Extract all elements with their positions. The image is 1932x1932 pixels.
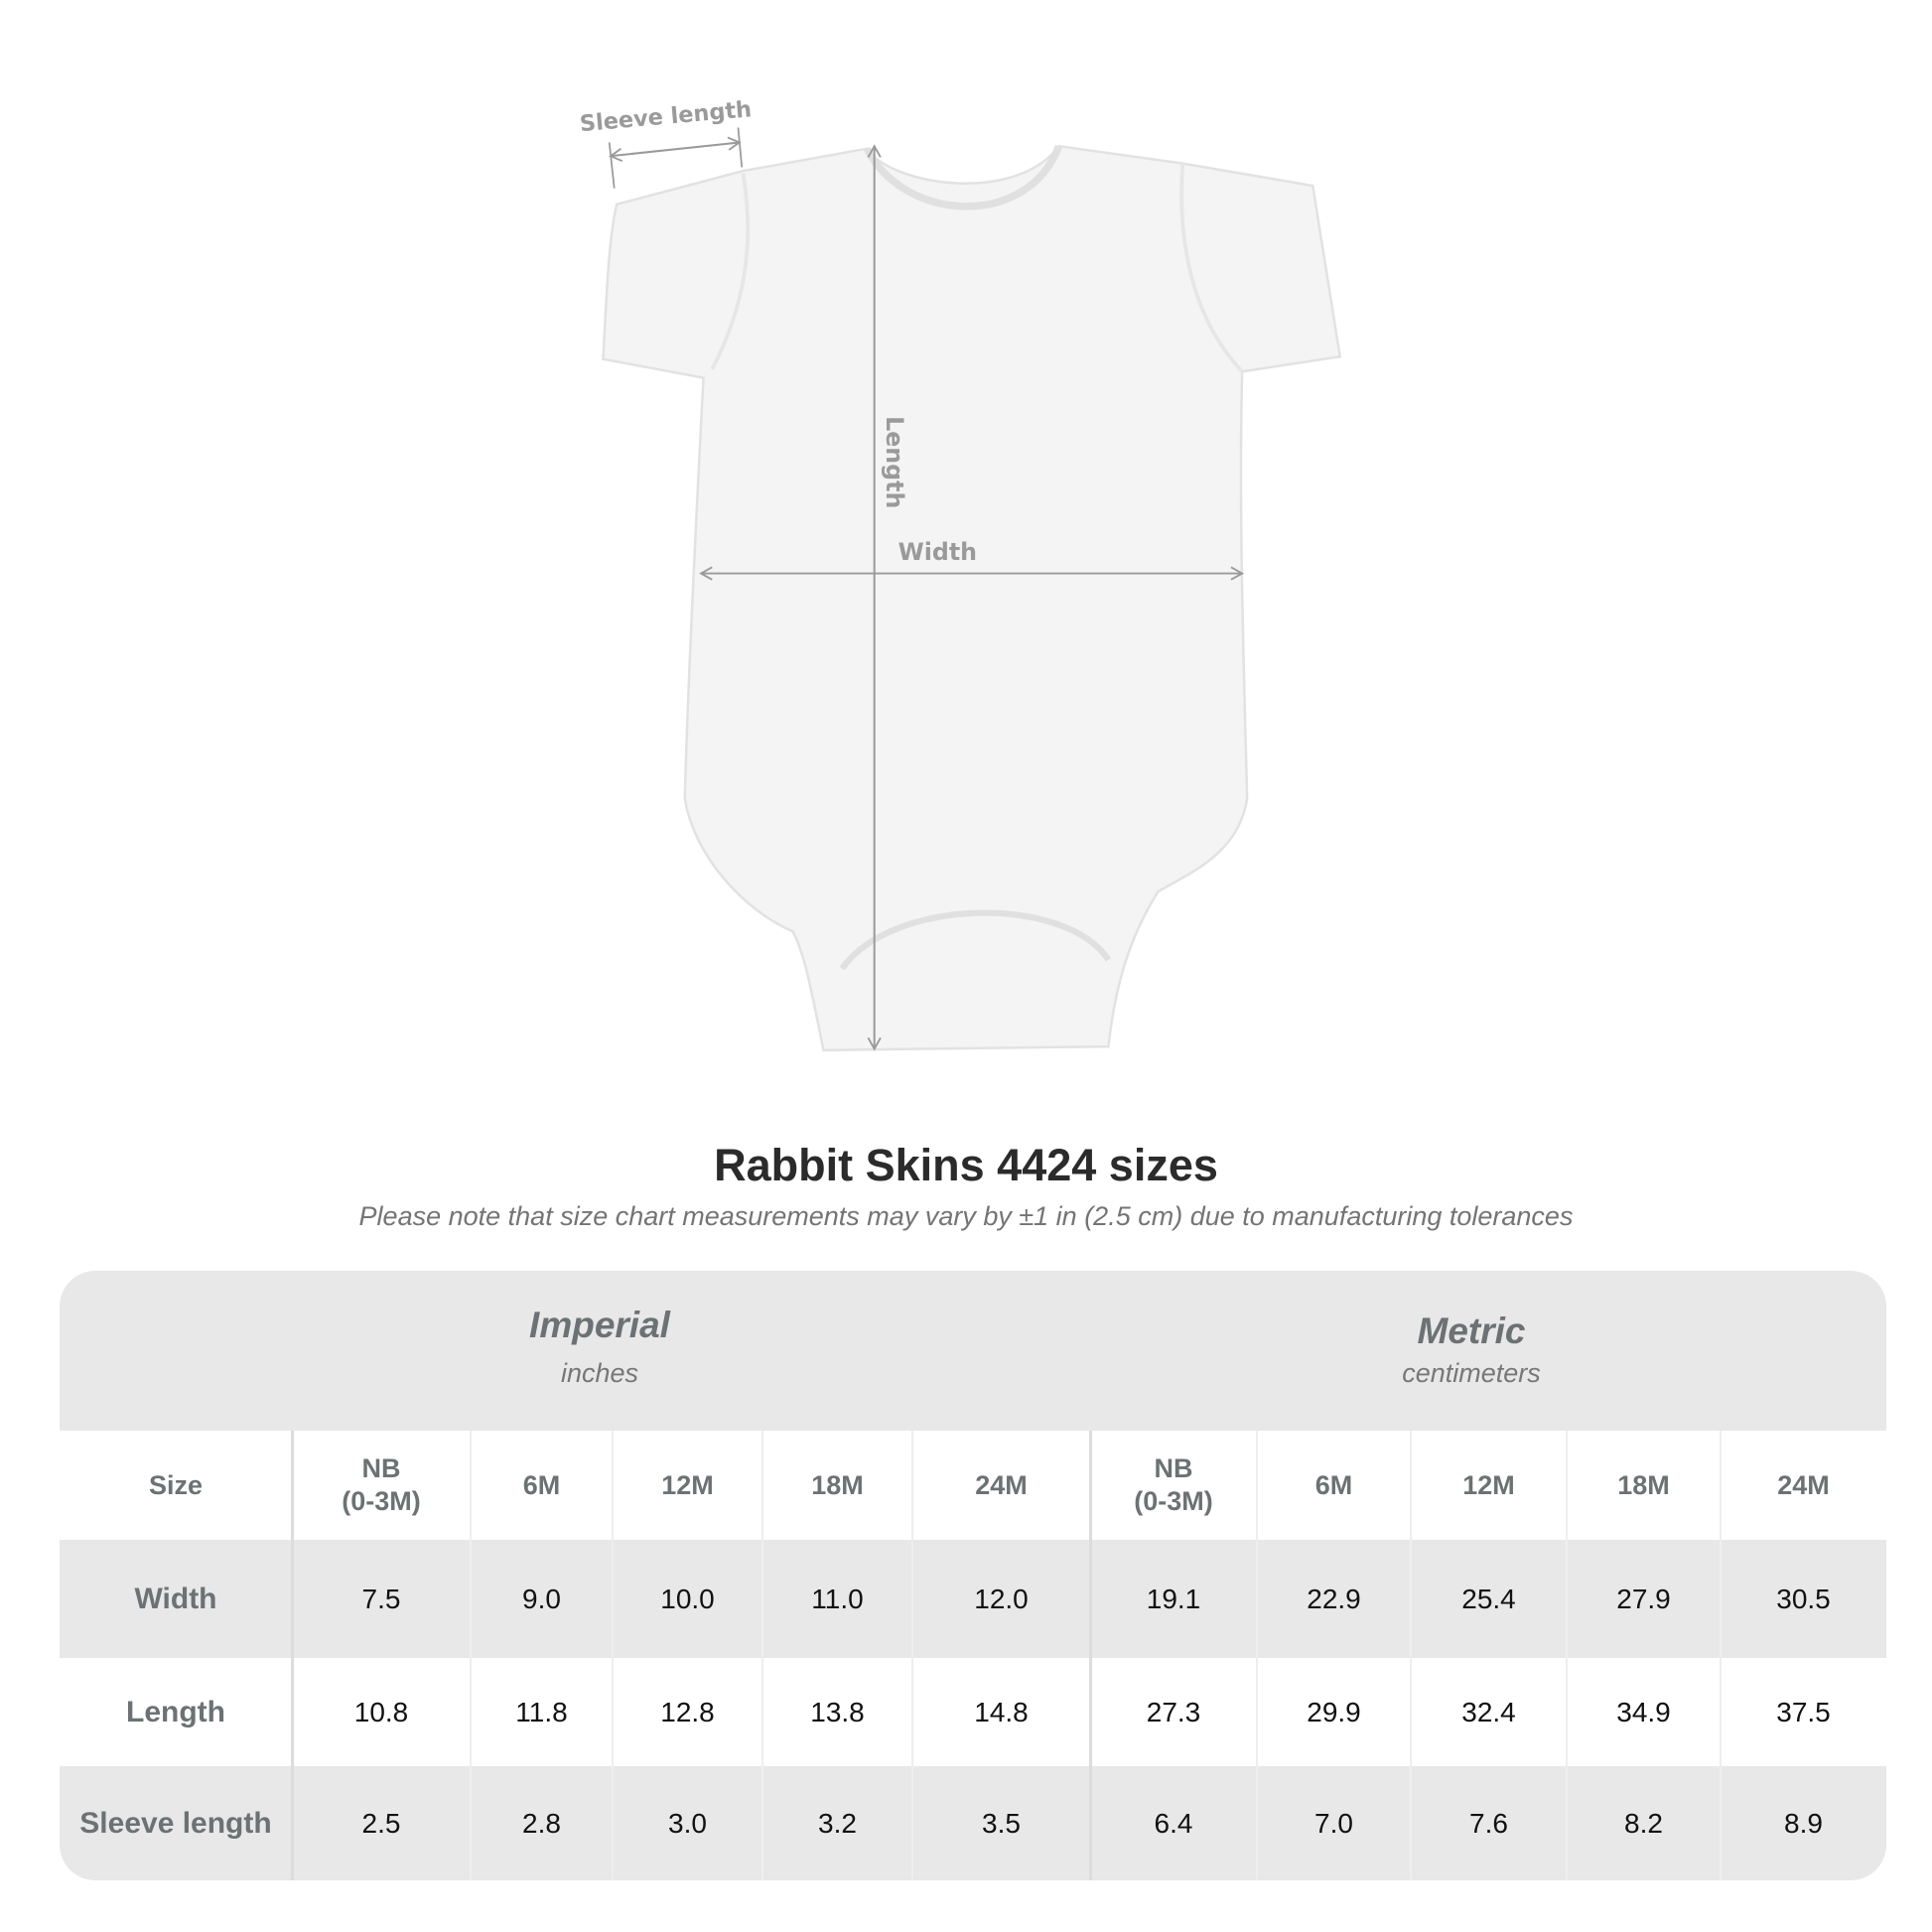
- size-col-imperial: NB (0-3M): [342, 1453, 421, 1516]
- imperial-value: 10.8: [353, 1696, 409, 1727]
- imperial-value: 10.0: [660, 1583, 715, 1614]
- metric-value: 37.5: [1776, 1696, 1831, 1727]
- metric-value: 19.1: [1146, 1583, 1201, 1614]
- imperial-value: 3.0: [668, 1807, 707, 1839]
- column-divider: [1566, 1431, 1568, 1880]
- imperial-value: 12.0: [974, 1583, 1029, 1614]
- sleeve-tick-right: [737, 127, 744, 168]
- size-col-metric: NB (0-3M): [1134, 1453, 1213, 1516]
- collar: [863, 144, 1063, 210]
- column-divider: [911, 1431, 913, 1880]
- sleeve-arrow: [609, 136, 742, 163]
- size-header: Size: [148, 1469, 204, 1500]
- imperial-value: 7.5: [361, 1583, 401, 1614]
- column-divider: [1089, 1431, 1092, 1880]
- metric-value: 30.5: [1776, 1583, 1831, 1614]
- column-divider: [612, 1431, 614, 1880]
- imperial-value: 11.0: [811, 1583, 864, 1614]
- row-label: Width: [134, 1582, 217, 1615]
- imperial-value: 2.5: [361, 1807, 401, 1839]
- metric-title: Metric: [1417, 1311, 1526, 1351]
- row-band-sleeve: [60, 1766, 1886, 1880]
- sleeve-length-label: Sleeve length: [579, 96, 753, 137]
- metric-value: 8.2: [1624, 1807, 1663, 1839]
- metric-value: 25.4: [1461, 1583, 1516, 1614]
- metric-value: 29.9: [1307, 1696, 1361, 1727]
- imperial-value: 12.8: [660, 1696, 715, 1727]
- imperial-value: 3.2: [818, 1807, 857, 1839]
- size-col-metric: 12M: [1462, 1469, 1515, 1500]
- metric-header: Metric centimeters: [1223, 1311, 1720, 1389]
- imperial-value: 2.8: [522, 1807, 561, 1839]
- size-col-metric: 6M: [1314, 1469, 1353, 1500]
- metric-value: 32.4: [1461, 1696, 1516, 1727]
- column-divider: [1410, 1431, 1412, 1880]
- size-table: Imperial inches Metric centimeters Size N…: [60, 1271, 1886, 1880]
- metric-value: 34.9: [1616, 1696, 1671, 1727]
- row-label: Length: [126, 1695, 225, 1728]
- column-divider: [291, 1431, 294, 1880]
- metric-value: 22.9: [1307, 1583, 1361, 1614]
- imperial-value: 3.5: [982, 1807, 1021, 1839]
- onesie-body: [602, 144, 1342, 1052]
- tolerance-note: Please note that size chart measurements…: [358, 1201, 1574, 1231]
- row-band-width: [60, 1540, 1886, 1658]
- metric-value: 8.9: [1784, 1807, 1823, 1839]
- metric-value: 7.0: [1314, 1807, 1353, 1839]
- width-label: Width: [898, 538, 977, 566]
- imperial-unit: inches: [560, 1358, 639, 1388]
- sleeve-seam-left: [710, 173, 751, 370]
- sleeve-seam-right: [1179, 163, 1244, 373]
- size-col-metric: 24M: [1777, 1469, 1830, 1500]
- metric-value: 27.3: [1146, 1696, 1201, 1727]
- column-divider: [1256, 1431, 1258, 1880]
- column-divider: [470, 1431, 472, 1880]
- imperial-value: 13.8: [810, 1696, 865, 1727]
- column-divider: [1720, 1431, 1722, 1880]
- metric-value: 27.9: [1616, 1583, 1671, 1614]
- size-col-imperial: 12M: [661, 1469, 714, 1500]
- metric-value: 6.4: [1154, 1807, 1193, 1839]
- size-col-metric: 18M: [1617, 1469, 1670, 1500]
- sleeve-tick-left: [608, 142, 616, 189]
- chart-title: Rabbit Skins 4424 sizes: [714, 1140, 1218, 1190]
- row-label: Sleeve length: [79, 1806, 272, 1840]
- size-col-imperial: 24M: [975, 1469, 1028, 1500]
- imperial-value: 14.8: [974, 1696, 1029, 1727]
- metric-value: 7.6: [1469, 1807, 1508, 1839]
- size-col-imperial: 6M: [522, 1469, 561, 1500]
- column-divider: [761, 1431, 763, 1880]
- imperial-value: 9.0: [522, 1583, 561, 1614]
- imperial-value: 11.8: [515, 1696, 568, 1727]
- imperial-header: Imperial inches: [351, 1305, 848, 1389]
- size-col-imperial: 18M: [811, 1469, 864, 1500]
- imperial-title: Imperial: [529, 1305, 670, 1345]
- length-label: Length: [881, 416, 908, 508]
- metric-unit: centimeters: [1402, 1358, 1541, 1388]
- header-band: [60, 1271, 1886, 1431]
